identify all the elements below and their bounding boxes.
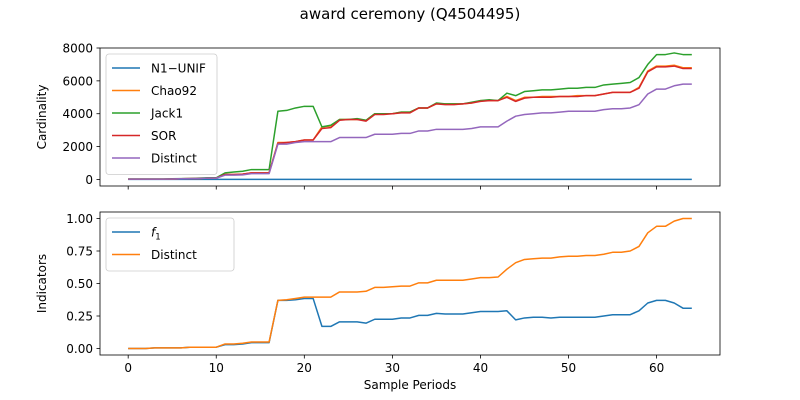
axes-container: 0 2000 4000 6000 8000 Cardinality N1−UNIF Chao9… — [35, 42, 721, 392]
axes-frame — [99, 47, 721, 187]
y-tick-label: 6000 — [62, 74, 93, 88]
x-tick-label: 20 — [297, 361, 312, 375]
series-line-2 — [128, 217, 692, 350]
y-tick-label: 0.25 — [66, 310, 93, 324]
x-axis-label: Sample Periods — [364, 378, 456, 392]
y-axis-label: Cardinality — [35, 85, 49, 150]
legend-box — [105, 53, 218, 175]
y-tick-label: 1.00 — [66, 212, 93, 226]
axes-2: 0 10 20 30 40 50 60 0.00 0.25 0.50 0.75 1.00 Indicat… — [35, 211, 721, 392]
legend-label: f1 — [151, 226, 161, 243]
x-tick-label: 50 — [561, 361, 576, 375]
figure-title: award ceremony (Q4504495) — [300, 5, 521, 23]
y-axis-label: Indicators — [35, 254, 49, 313]
y-tick-label: 4000 — [62, 107, 93, 121]
legend-box — [105, 217, 235, 272]
y-tick-label: 0.50 — [66, 277, 93, 291]
y-tick-label: 0 — [85, 173, 93, 187]
legend-label: N1−UNIF — [151, 62, 206, 76]
x-tick-label: 10 — [209, 361, 224, 375]
legend-label: Chao92 — [151, 84, 197, 98]
y-tick-label: 0.75 — [66, 245, 93, 259]
x-tick-label: 30 — [385, 361, 400, 375]
legend-label: SOR — [151, 129, 176, 143]
series-line-5 — [128, 83, 692, 180]
x-tick-label: 40 — [473, 361, 488, 375]
y-tick-label: 0.00 — [66, 342, 93, 356]
y-tick-label: 2000 — [62, 140, 93, 154]
x-tick-label: 60 — [649, 361, 664, 375]
y-tick-label: 8000 — [62, 42, 93, 56]
legend-label: Distinct — [151, 248, 197, 262]
axes-1: 0 2000 4000 6000 8000 Cardinality N1−UNIF Chao9… — [35, 42, 721, 190]
legend-label: Distinct — [151, 152, 197, 166]
x-tick-label: 0 — [124, 361, 132, 375]
legend: f1 Distinct — [105, 217, 235, 272]
legend: N1−UNIF Chao92 Jack1 SOR Distinct — [105, 53, 218, 175]
legend-label: Jack1 — [150, 107, 183, 121]
